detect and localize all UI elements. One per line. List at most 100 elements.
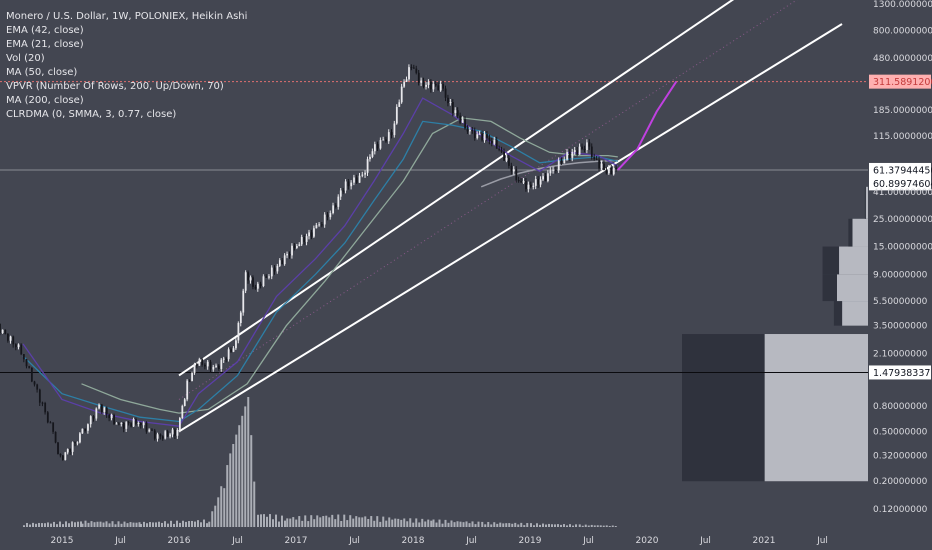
candle-up	[313, 228, 315, 237]
candle-down	[252, 277, 254, 287]
candle-down	[273, 267, 276, 272]
price-tag-label: 1.47938337	[873, 368, 930, 379]
volume-bar	[569, 524, 571, 527]
volume-bar	[557, 524, 559, 527]
volume-bar	[450, 520, 453, 527]
candle-up	[132, 419, 135, 427]
candle-up	[242, 290, 245, 313]
candle-down	[459, 115, 462, 123]
candle-down	[36, 384, 39, 390]
time-tick-label: Jul	[465, 536, 477, 546]
time-tick-label: 2017	[285, 536, 308, 546]
volume-bar	[560, 524, 562, 527]
price-tick-label: 1300.00000000	[873, 0, 932, 10]
volume-bar	[602, 525, 605, 527]
candle-down	[204, 364, 206, 367]
volume-bar	[35, 523, 37, 527]
vp-row-up	[837, 274, 868, 302]
ema42-line	[22, 120, 618, 423]
candle-down	[464, 119, 466, 129]
volume-bar	[289, 518, 292, 527]
candle-up	[478, 133, 481, 135]
candle-up	[400, 86, 403, 103]
volume-bar	[214, 505, 217, 527]
candle-down	[342, 190, 345, 192]
candle-down	[23, 354, 25, 360]
volume-bar	[272, 519, 274, 527]
price-tick-label: 41.00000000	[873, 188, 932, 198]
volume-bar	[575, 524, 577, 527]
volume-bar	[241, 415, 244, 527]
candle-down	[498, 148, 501, 150]
candle-up	[403, 81, 406, 87]
volume-bar	[530, 523, 532, 527]
volume-bar	[328, 517, 331, 527]
price-tick-label: 2.10000000	[873, 349, 928, 359]
candle-down	[481, 133, 484, 141]
candle-up	[235, 340, 237, 349]
volume-bar	[340, 521, 343, 527]
candle-up	[191, 373, 193, 382]
volume-bar	[200, 522, 202, 527]
candle-up	[547, 173, 549, 182]
candle-up	[323, 214, 326, 225]
price-axis[interactable]: 1300.00000000 800.00000000 480.00000000 311…	[869, 0, 932, 515]
price-tick-label: 25.00000000	[873, 215, 932, 225]
volume-bar	[71, 521, 73, 527]
volume-bar	[310, 515, 313, 527]
candle-up	[571, 152, 574, 158]
legend-ma50: MA (50, close)	[6, 67, 77, 78]
volume-bar	[203, 519, 205, 527]
volume-bar	[572, 525, 574, 527]
time-axis[interactable]: 2015 Jul 2016 Jul 2017 Jul 2018 Jul 2019 Jul 2020 J…	[51, 536, 828, 546]
candle-down	[447, 97, 449, 104]
volume-bar	[409, 518, 412, 527]
candle-down	[4, 329, 7, 334]
candle-up	[353, 177, 355, 183]
candle-down	[135, 419, 137, 424]
candle-down	[74, 442, 76, 444]
volume-bar	[173, 523, 175, 527]
volume-bar	[191, 520, 193, 527]
volume-bar	[47, 522, 49, 527]
candle-up	[350, 182, 353, 187]
volume-bar	[499, 522, 502, 527]
volume-bar	[129, 522, 132, 527]
volume-bar	[23, 525, 25, 527]
candle-down	[569, 152, 571, 158]
volume-bar	[462, 522, 465, 527]
volume-bar	[102, 522, 105, 527]
candle-down	[254, 286, 257, 289]
candle-down	[583, 148, 586, 150]
candle-up	[244, 272, 247, 291]
volume-bar	[167, 523, 169, 527]
volume-bar	[257, 514, 259, 527]
volume-bar	[120, 523, 123, 527]
vp-row-up	[865, 186, 868, 219]
vp-row-up	[764, 334, 868, 482]
candle-down	[456, 110, 459, 116]
legend-ma200: MA (200, close)	[6, 95, 84, 106]
candle-down	[444, 88, 447, 98]
candle-up	[542, 176, 544, 180]
volume-bar	[260, 514, 262, 527]
volume-bar	[41, 523, 43, 527]
candle-down	[159, 434, 162, 437]
candle-down	[140, 422, 142, 426]
candle-down	[473, 130, 476, 139]
volume-bar	[266, 516, 268, 527]
candle-down	[495, 139, 498, 149]
candle-up	[71, 442, 74, 452]
candle-up	[1, 329, 4, 334]
candle-down	[188, 380, 191, 382]
projection-line	[617, 81, 678, 171]
candle-down	[122, 422, 125, 429]
candle-up	[148, 429, 151, 432]
volume-histogram	[23, 397, 617, 527]
volume-bar	[244, 406, 247, 527]
candle-down	[510, 165, 513, 172]
candle-up	[522, 181, 525, 183]
candle-down	[437, 85, 440, 91]
candle-up	[179, 418, 181, 430]
